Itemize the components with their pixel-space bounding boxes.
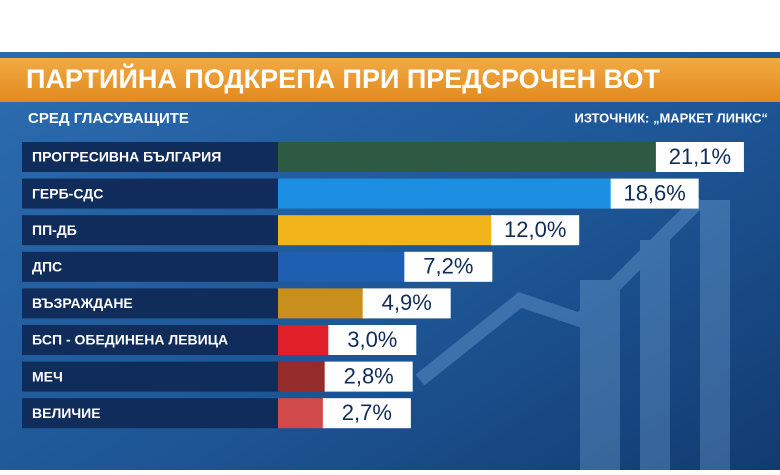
category-box bbox=[22, 361, 278, 392]
value-box bbox=[655, 142, 744, 172]
value-box bbox=[322, 398, 411, 429]
category-box bbox=[22, 251, 278, 282]
category-label: БСП - ОБЕДИНЕНА ЛЕВИЦА bbox=[32, 332, 228, 348]
source: ИЗТОЧНИК: „МАРКЕТ ЛИНКС“ bbox=[574, 110, 768, 125]
category-label: ВЕЛИЧИЕ bbox=[32, 405, 101, 421]
value-box bbox=[610, 178, 699, 209]
chart-title: ПАРТИЙНА ПОДКРЕПА ПРИ ПРЕДСРОЧЕН ВОТ bbox=[26, 63, 660, 94]
bar bbox=[278, 398, 327, 429]
category-box bbox=[22, 325, 278, 355]
bar bbox=[278, 325, 333, 355]
value-box bbox=[404, 251, 493, 282]
value-label: 2,8% bbox=[344, 363, 394, 388]
category-label: ГЕРБ-СДС bbox=[32, 185, 103, 201]
category-label: МЕЧ bbox=[32, 368, 63, 384]
decoration bbox=[415, 195, 730, 470]
category-label: ДПС bbox=[32, 259, 62, 275]
category-label: ВЪЗРАЖДАНЕ bbox=[32, 295, 133, 311]
bar bbox=[278, 142, 660, 172]
value-label: 3,0% bbox=[347, 327, 397, 352]
value-label: 18,6% bbox=[623, 180, 685, 205]
category-label: ПП-ДБ bbox=[32, 222, 77, 238]
bar bbox=[278, 251, 409, 282]
category-label: ПРОГРЕСИВНА БЪЛГАРИЯ bbox=[32, 149, 221, 165]
category-box bbox=[22, 398, 278, 429]
category-box bbox=[22, 215, 278, 246]
bar bbox=[278, 288, 367, 319]
value-box bbox=[328, 325, 417, 355]
category-box bbox=[22, 142, 278, 172]
category-box bbox=[22, 178, 278, 209]
value-label: 21,1% bbox=[669, 144, 731, 169]
value-label: 7,2% bbox=[423, 254, 473, 279]
top-band bbox=[0, 0, 780, 52]
bar bbox=[278, 215, 496, 246]
value-label: 12,0% bbox=[504, 217, 566, 242]
bar bbox=[278, 361, 329, 392]
value-label: 4,9% bbox=[382, 290, 432, 315]
value-box bbox=[324, 361, 413, 392]
value-box bbox=[491, 215, 580, 246]
value-box bbox=[362, 288, 451, 319]
title-bar bbox=[0, 58, 780, 102]
value-label: 2,7% bbox=[342, 400, 392, 425]
category-box bbox=[22, 288, 278, 319]
subtitle: СРЕД ГЛАСУВАЩИТЕ bbox=[28, 110, 189, 127]
bar bbox=[278, 178, 615, 209]
